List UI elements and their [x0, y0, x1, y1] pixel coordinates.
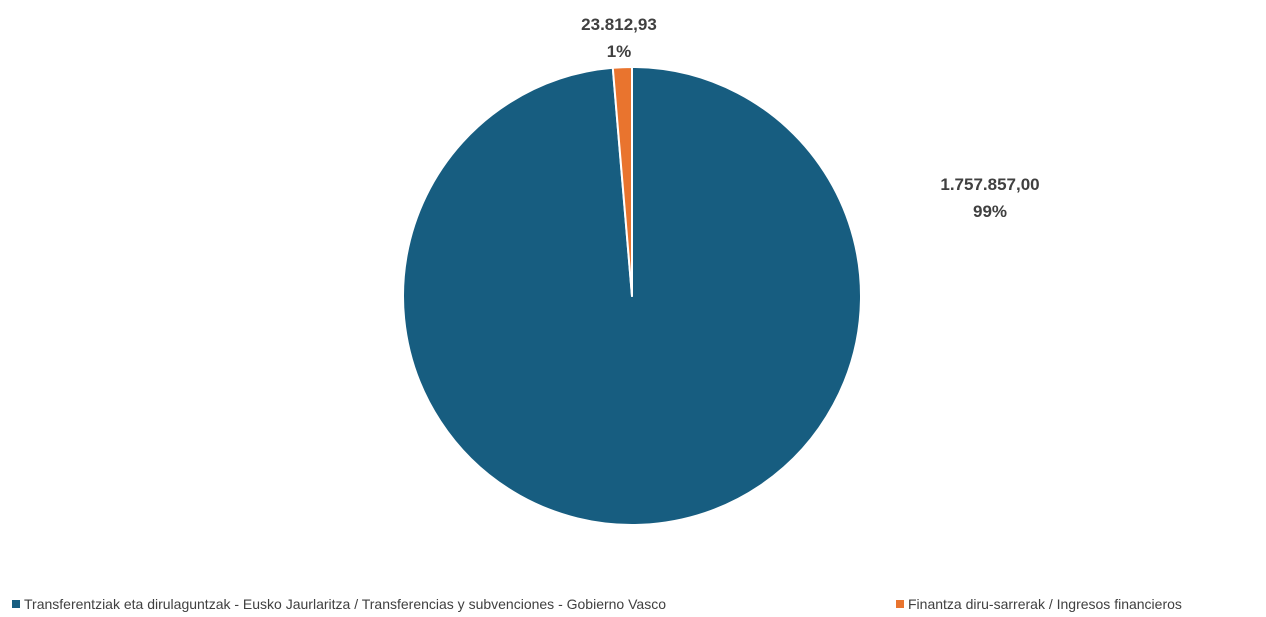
slice-value-label-1: 1.757.857,00: [940, 175, 1039, 194]
legend-item-financial-income: Finantza diru-sarrerak / Ingresos financ…: [896, 596, 1182, 612]
slice-percent-label-1: 99%: [973, 202, 1007, 221]
legend-swatch-transfers: [12, 600, 20, 608]
slice-percent-label-2: 1%: [607, 42, 632, 61]
pie-slices: [402, 66, 862, 526]
legend-label-transfers: Transferentziak eta dirulaguntzak - Eusk…: [24, 596, 666, 612]
chart-legend: Transferentziak eta dirulaguntzak - Eusk…: [0, 596, 1266, 616]
legend-swatch-financial-income: [896, 600, 904, 608]
legend-item-transfers: Transferentziak eta dirulaguntzak - Eusk…: [12, 596, 666, 612]
legend-label-financial-income: Finantza diru-sarrerak / Ingresos financ…: [908, 596, 1182, 612]
slice-value-label-2: 23.812,93: [581, 15, 657, 34]
pie-slice-financial-income: [611, 66, 633, 297]
